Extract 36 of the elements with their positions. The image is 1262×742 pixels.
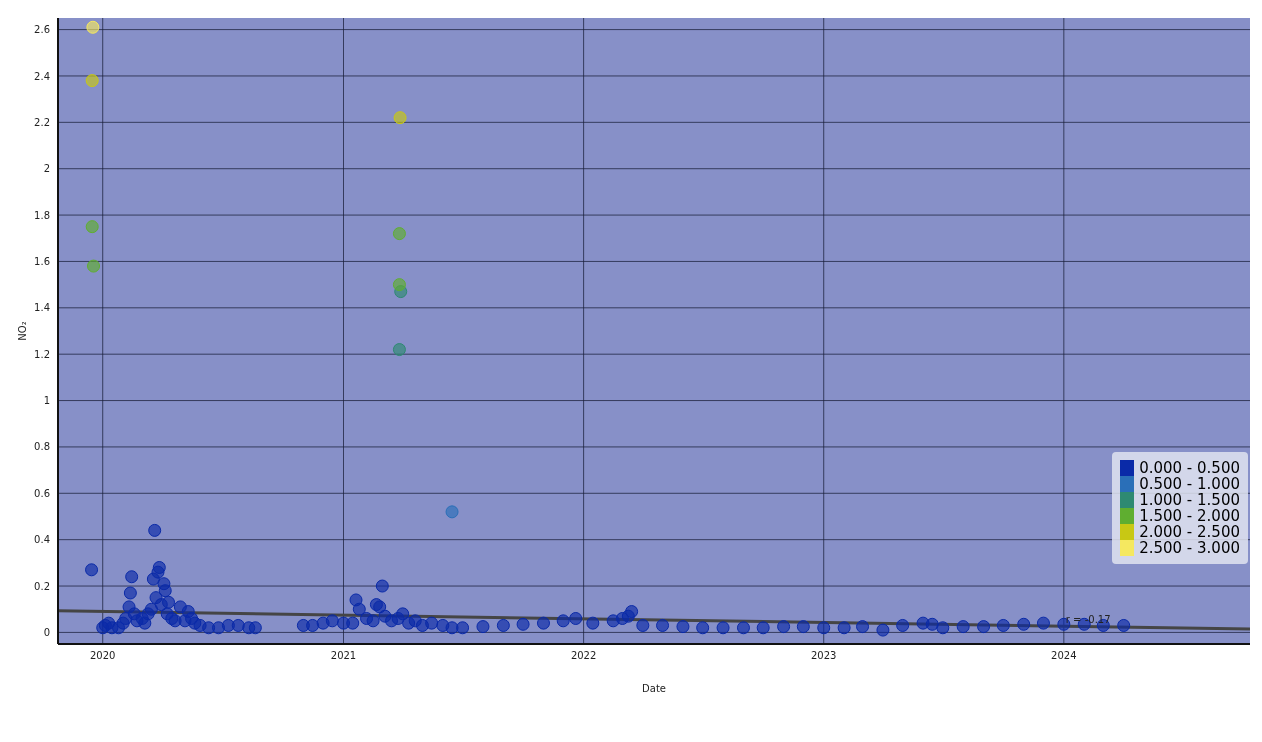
x-tick-label: 2022 [570,650,597,662]
y-tick-label: 0.8 [34,441,50,453]
y-tick-label: 2.6 [34,24,50,36]
y-tick-label: 1 [43,395,50,407]
point [86,20,100,34]
y-tick-label: 1.4 [34,302,50,314]
x-axis-title: Date [642,683,666,694]
x-tick-label: 2020 [90,650,116,662]
y-tick-label: 1.8 [34,209,50,221]
x-tick-label: 2024 [1051,650,1077,662]
y-tick-label: 2 [43,163,50,175]
point [445,505,459,519]
y-tick-label: 0 [43,626,50,638]
legend-label: 1.000 - 1.500 [1139,491,1240,509]
point [392,343,406,357]
point [392,278,406,292]
point [393,111,407,125]
point [87,259,101,273]
y-tick-label: 0.6 [34,487,50,499]
point [85,74,99,88]
legend-label: 1.500 - 2.000 [1139,507,1240,525]
point [392,227,406,241]
x-tick-label: 2023 [811,650,837,662]
y-tick-label: 1.2 [34,348,50,360]
legend-label: 0.500 - 1.000 [1139,475,1240,493]
y-tick-label: 0.2 [34,580,50,592]
legend-label: 0.000 - 0.500 [1139,459,1240,477]
y-tick-label: 2.4 [34,70,50,82]
y-tick-label: 0.4 [34,534,50,546]
y-tick-label: 2.2 [34,116,50,128]
y-tick-label: 1.6 [34,255,50,267]
legend-label: 2.500 - 3.000 [1139,539,1240,557]
point [85,220,99,234]
y-axis-title: NO₂ [17,321,28,341]
legend-label: 2.000 - 2.500 [1139,523,1240,541]
x-tick-label: 2021 [330,650,357,662]
